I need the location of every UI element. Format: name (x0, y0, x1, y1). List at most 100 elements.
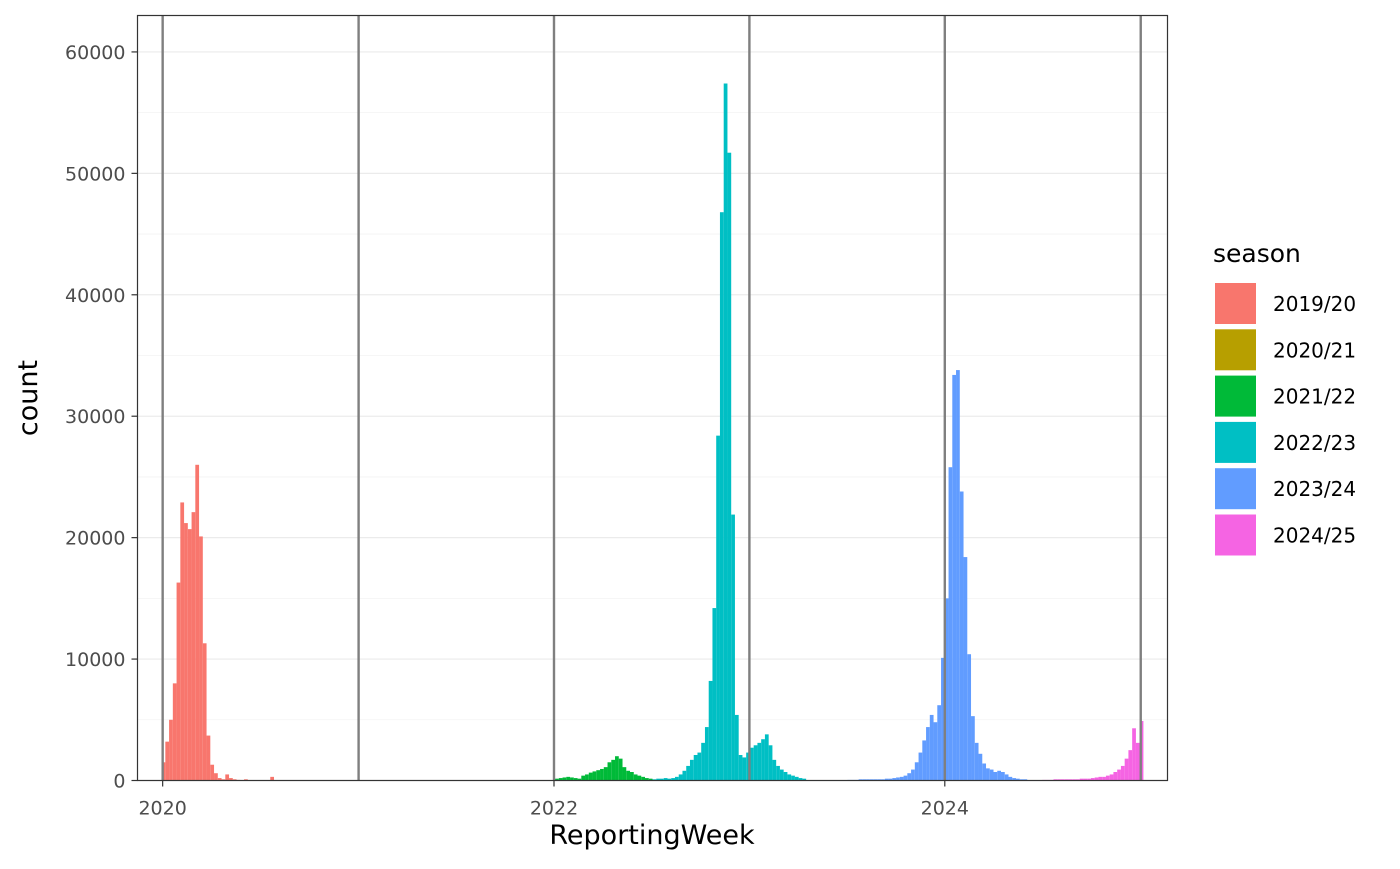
bar-2023-24 (952, 374, 957, 781)
bar-2021-22 (562, 777, 567, 781)
bar-2023-24 (907, 773, 912, 781)
legend-title: season (1213, 239, 1301, 268)
bar-2023-24 (926, 727, 930, 781)
bar-2021-22 (592, 771, 597, 781)
bar-2022-23 (734, 714, 739, 781)
bar-2022-23 (719, 212, 724, 781)
bar-2023-24 (993, 772, 998, 781)
bar-2022-23 (678, 774, 683, 781)
bar-2022-23 (776, 765, 780, 781)
bar-2021-22 (637, 775, 642, 781)
bar-2024-25 (1087, 778, 1091, 781)
bar-2021-22 (626, 770, 631, 781)
bar-2021-22 (633, 774, 638, 781)
bar-2024-25 (1057, 779, 1061, 781)
legend-key-2022-23 (1215, 421, 1256, 463)
bar-2022-23 (689, 759, 694, 781)
bar-2022-23 (682, 770, 687, 781)
legend-label: 2019/20 (1273, 292, 1356, 316)
bar-2023-24 (888, 778, 893, 781)
bar-2023-24 (1004, 774, 1009, 781)
bar-2022-23 (712, 608, 717, 781)
bar-2019-20 (214, 773, 218, 781)
bar-2021-22 (558, 778, 563, 781)
bar-2024-25 (1098, 776, 1103, 781)
bar-2023-24 (944, 598, 949, 781)
bar-2019-20 (184, 523, 188, 781)
legend-label: 2020/21 (1273, 338, 1356, 362)
legend-label: 2022/23 (1273, 431, 1356, 455)
y-axis-title: count (13, 360, 44, 436)
bar-2024-25 (1124, 758, 1129, 781)
bar-2021-22 (588, 772, 593, 781)
bar-2022-23 (716, 435, 720, 781)
y-tick-label: 10000 (65, 649, 125, 671)
bar-2023-24 (941, 657, 945, 781)
bar-2022-23 (791, 775, 795, 781)
bar-2022-23 (779, 769, 784, 781)
bar-2022-23 (656, 778, 660, 781)
bar-2022-23 (652, 779, 657, 781)
bar-2022-23 (772, 759, 777, 781)
bar-2019-20 (225, 774, 230, 781)
bar-2021-22 (573, 778, 578, 781)
bar-2023-24 (986, 768, 990, 781)
bar-2021-22 (611, 759, 616, 781)
bar-2023-24 (1015, 778, 1020, 781)
bar-2022-23 (723, 83, 728, 781)
bar-2024-25 (1064, 779, 1069, 781)
bar-2021-22 (607, 762, 612, 781)
y-tick-label: 0 (113, 771, 125, 793)
legend-key-2024-25 (1215, 514, 1256, 556)
bar-2023-24 (896, 777, 900, 781)
bar-2023-24 (956, 370, 960, 781)
bar-2022-23 (667, 778, 672, 781)
bar-2022-23 (727, 152, 732, 781)
bars (161, 83, 1144, 781)
bar-2022-23 (757, 742, 762, 781)
bar-2024-25 (1109, 774, 1114, 781)
bar-2019-20 (244, 779, 248, 781)
y-tick-label: 60000 (65, 42, 125, 64)
bar-2023-24 (858, 779, 863, 781)
bar-2022-23 (761, 739, 765, 781)
vertical-reference-lines (161, 15, 1142, 781)
bar-2023-24 (967, 654, 972, 781)
bar-2021-22 (600, 768, 604, 781)
bar-2024-25 (1128, 750, 1133, 781)
bar-2024-25 (1120, 765, 1125, 781)
bar-2021-22 (596, 770, 601, 781)
bar-2023-24 (866, 779, 870, 781)
bar-2022-23 (693, 755, 698, 781)
bar-2023-24 (903, 775, 908, 781)
bar-2021-22 (603, 767, 608, 781)
bar-2022-23 (671, 778, 675, 781)
gridlines (137, 51, 1168, 782)
bar-2019-20 (165, 741, 170, 781)
bar-2022-23 (783, 772, 788, 781)
bar-2023-24 (922, 740, 927, 781)
bar-2021-22 (566, 776, 571, 781)
bar-2024-25 (1102, 776, 1106, 781)
bar-2022-23 (704, 727, 709, 781)
x-axis: 2020 2022 2024 (138, 780, 969, 820)
bar-2023-24 (869, 779, 874, 781)
bar-2021-22 (615, 756, 619, 781)
x-axis-title: ReportingWeek (549, 820, 755, 851)
bar-2023-24 (881, 779, 885, 781)
x-tick-label: 2024 (921, 798, 969, 820)
bar-2023-24 (974, 742, 979, 781)
legend: season 2019/20 2020/21 2021/22 2022/23 2023/… (1213, 239, 1356, 556)
bar-2022-23 (708, 680, 713, 781)
bar-2023-24 (978, 753, 983, 781)
bar-2022-23 (768, 745, 773, 781)
bar-2019-20 (187, 529, 192, 781)
legend-key-2021-22 (1215, 375, 1256, 417)
bar-2021-22 (648, 778, 653, 781)
bar-2019-20 (229, 778, 233, 781)
bar-2019-20 (176, 582, 181, 781)
bar-2023-24 (929, 714, 934, 781)
bar-2023-24 (914, 762, 919, 781)
